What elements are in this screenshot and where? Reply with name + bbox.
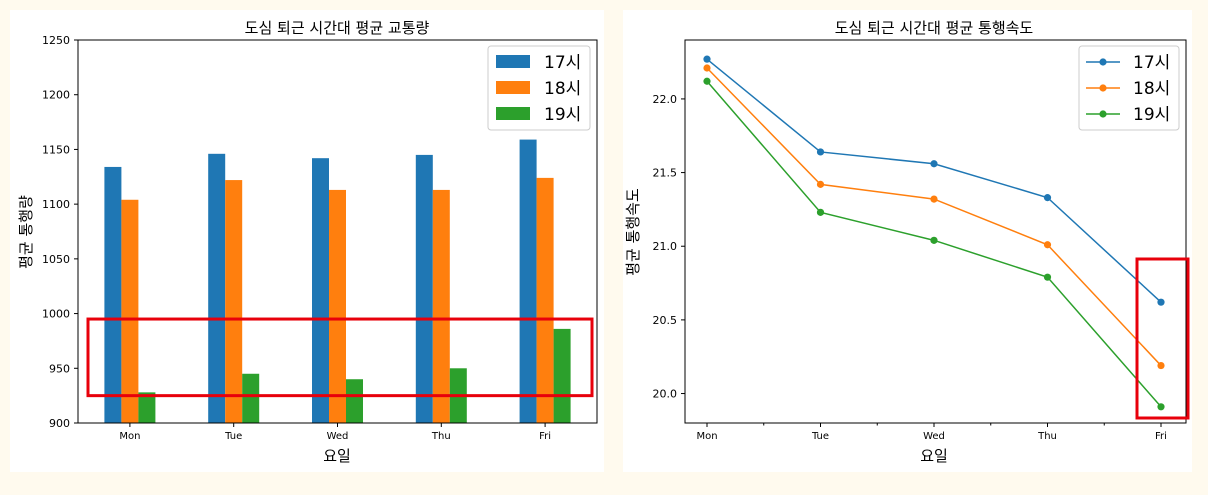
legend-swatch-19시 xyxy=(496,107,530,120)
legend-swatch-18시 xyxy=(496,81,530,94)
point-19시-Mon xyxy=(703,77,711,85)
y-tick-label: 21.5 xyxy=(653,167,678,180)
bar-19시-Tue xyxy=(242,373,260,423)
x-tick-label-Mon: Mon xyxy=(119,431,140,442)
chart-title: 도심 퇴근 시간대 평균 교통량 xyxy=(245,19,430,37)
x-axis-label: 요일 xyxy=(920,447,948,465)
legend-marker-18시 xyxy=(1099,84,1107,92)
y-tick-label: 1200 xyxy=(42,89,70,102)
y-axis-label: 평균 통행속도 xyxy=(624,188,642,276)
point-18시-Tue xyxy=(816,180,825,188)
bar-19시-Fri xyxy=(553,328,571,423)
x-tick-label-Fri: Fri xyxy=(539,431,551,442)
point-19시-Thu xyxy=(1043,273,1052,281)
bar-18시-Fri xyxy=(536,177,554,423)
point-18시-Mon xyxy=(703,64,711,72)
bar-18시-Mon xyxy=(121,199,139,423)
point-17시-Wed xyxy=(930,160,938,168)
point-18시-Wed xyxy=(930,195,938,203)
point-17시-Thu xyxy=(1043,194,1052,202)
bar-17시-Thu xyxy=(415,154,433,423)
plot-area: 20.0 20.5 21.0 21.5 22.0 Mon Tue Wed Thu Fri 17시 18… xyxy=(653,39,1190,442)
y-tick-label: 900 xyxy=(49,417,70,430)
point-19시-Tue xyxy=(816,208,825,216)
highlight-box xyxy=(86,317,594,398)
point-18시-Fri xyxy=(1157,361,1165,370)
x-tick-label-Thu: Thu xyxy=(1037,431,1057,442)
axes-frame xyxy=(684,39,1187,424)
y-tick-label: 21.0 xyxy=(653,240,678,253)
legend-label: 18시 xyxy=(544,79,581,99)
legend-label: 19시 xyxy=(1133,105,1170,125)
point-19시-Fri xyxy=(1157,403,1165,411)
y-tick-label: 20.5 xyxy=(653,314,678,327)
bar-18시-Tue xyxy=(225,180,243,423)
x-tick-label-Mon: Mon xyxy=(696,431,717,442)
point-18시-Thu xyxy=(1043,241,1052,249)
y-tick-label: 1100 xyxy=(42,198,70,211)
chart-title: 도심 퇴근 시간대 평균 통행속도 xyxy=(835,19,1034,37)
y-tick-label: 1050 xyxy=(42,253,70,266)
plot-area: 900 950 1000 1050 1100 1150 1200 1250 Mon Tue Wed T… xyxy=(42,34,598,442)
legend-box xyxy=(1078,45,1180,131)
y-tick-label: 1250 xyxy=(42,34,70,47)
y-tick-label: 22.0 xyxy=(653,93,678,106)
bar-17시-Fri xyxy=(519,139,537,423)
legend-marker-19시 xyxy=(1099,110,1107,118)
y-tick-label: 20.0 xyxy=(653,388,678,401)
traffic-volume-chart-panel: 도심 퇴근 시간대 평균 교통량 요일 평균 통행량 900 950 1000 105… xyxy=(10,10,604,472)
x-axis-label: 요일 xyxy=(323,447,351,465)
legend-marker-17시 xyxy=(1099,58,1107,66)
x-tick-label-Thu: Thu xyxy=(431,431,451,442)
traffic-speed-chart-panel: 도심 퇴근 시간대 평균 통행속도 요일 평균 통행속도 20.0 20.5 21.… xyxy=(623,10,1192,472)
bar-17시-Mon xyxy=(104,166,122,424)
x-tick-label-Fri: Fri xyxy=(1155,431,1167,442)
traffic-volume-bar-chart: 도심 퇴근 시간대 평균 교통량 요일 평균 통행량 900 950 1000 105… xyxy=(17,19,598,465)
point-17시-Tue xyxy=(816,148,825,156)
point-19시-Wed xyxy=(930,236,938,244)
legend-label: 17시 xyxy=(1133,53,1170,73)
bar-19시-Mon xyxy=(138,392,156,423)
point-17시-Mon xyxy=(703,55,711,63)
traffic-speed-line-chart: 도심 퇴근 시간대 평균 통행속도 요일 평균 통행속도 20.0 20.5 21.… xyxy=(624,19,1190,465)
y-tick-label: 1000 xyxy=(42,308,70,321)
legend: 17시 18시 19시 xyxy=(487,45,591,131)
point-17시-Fri xyxy=(1157,298,1165,306)
highlight-box xyxy=(1135,257,1190,420)
legend-swatch-17시 xyxy=(496,55,530,68)
y-axis-label: 평균 통행량 xyxy=(17,195,35,269)
bar-19시-Wed xyxy=(346,379,363,423)
x-tick-label-Tue: Tue xyxy=(224,431,242,442)
bar-18시-Wed xyxy=(329,189,346,423)
legend: 17시 18시 19시 xyxy=(1078,45,1180,131)
x-tick-label-Tue: Tue xyxy=(811,431,829,442)
bar-18시-Thu xyxy=(432,189,450,423)
x-tick-label-Wed: Wed xyxy=(327,431,349,442)
legend-label: 18시 xyxy=(1133,79,1170,99)
bar-17시-Wed xyxy=(312,158,329,423)
legend-label: 17시 xyxy=(544,53,581,73)
y-tick-label: 1150 xyxy=(42,143,70,156)
legend-label: 19시 xyxy=(544,105,581,125)
bar-17시-Tue xyxy=(208,153,226,423)
x-tick-label-Wed: Wed xyxy=(923,431,945,442)
y-tick-label: 950 xyxy=(49,362,70,375)
